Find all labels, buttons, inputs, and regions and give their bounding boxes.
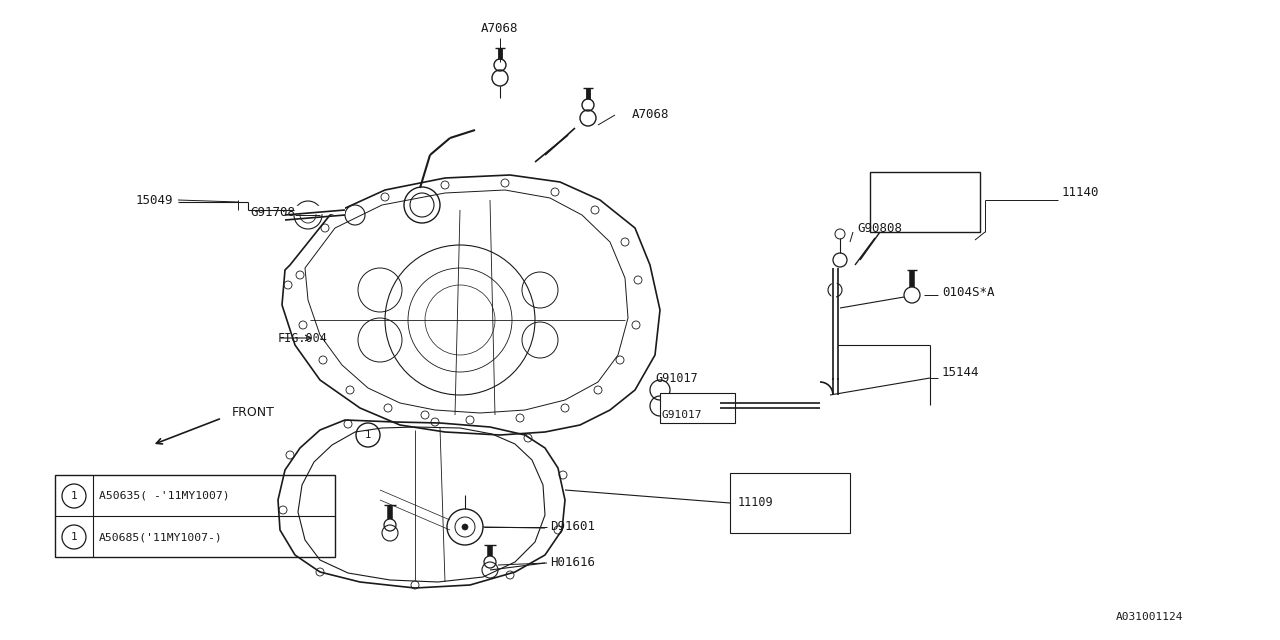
Text: 11140: 11140 bbox=[1062, 186, 1100, 200]
FancyBboxPatch shape bbox=[660, 393, 735, 423]
Text: 1: 1 bbox=[70, 532, 77, 542]
Text: 1: 1 bbox=[365, 430, 371, 440]
Text: A7068: A7068 bbox=[632, 109, 669, 122]
Text: FRONT: FRONT bbox=[232, 406, 275, 419]
Circle shape bbox=[462, 524, 468, 530]
Text: D91601: D91601 bbox=[550, 520, 595, 534]
Text: G91017: G91017 bbox=[655, 371, 698, 385]
Text: G91017: G91017 bbox=[662, 410, 703, 420]
Text: 11109: 11109 bbox=[739, 497, 773, 509]
Text: A031001124: A031001124 bbox=[1115, 612, 1183, 622]
Text: 1: 1 bbox=[70, 491, 77, 501]
Text: 0104S*A: 0104S*A bbox=[942, 287, 995, 300]
Text: A7068: A7068 bbox=[481, 22, 518, 35]
Text: H01616: H01616 bbox=[550, 557, 595, 570]
Text: 15049: 15049 bbox=[136, 193, 173, 207]
Text: A50685('11MY1007-): A50685('11MY1007-) bbox=[99, 532, 223, 542]
Text: A50635( -'11MY1007): A50635( -'11MY1007) bbox=[99, 490, 229, 500]
Text: 15144: 15144 bbox=[942, 367, 979, 380]
Text: G90808: G90808 bbox=[858, 221, 902, 234]
Text: G91708: G91708 bbox=[250, 207, 294, 220]
Text: FIG.004: FIG.004 bbox=[278, 332, 328, 344]
